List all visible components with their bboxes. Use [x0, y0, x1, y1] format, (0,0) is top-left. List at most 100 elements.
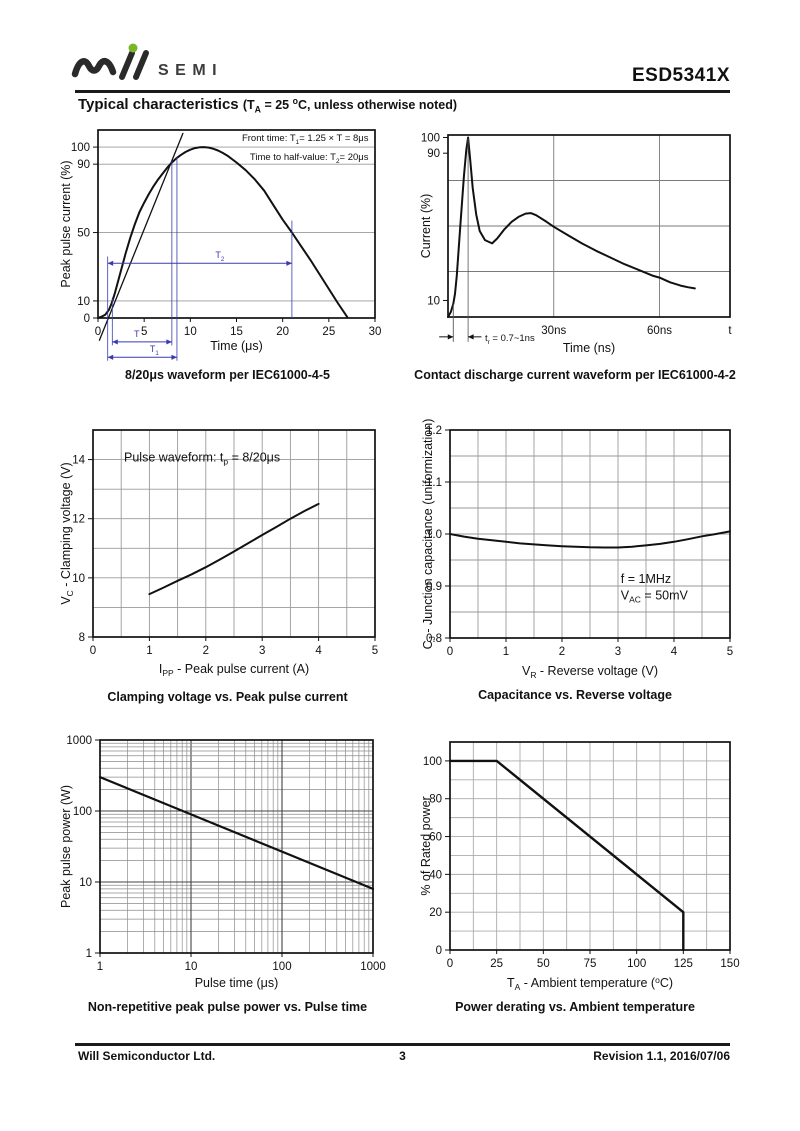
chart-caption: Non-repetitive peak pulse power vs. Puls…	[87, 1000, 368, 1014]
svg-text:10: 10	[77, 296, 90, 308]
svg-text:30: 30	[369, 326, 382, 338]
front-time-tangent	[98, 132, 184, 341]
svg-text:60ns: 60ns	[647, 325, 672, 337]
svg-text:5: 5	[372, 645, 378, 657]
axes-layer: 1 10 100 1000 1 10 100 1000 Pulse time (μs) Peak …	[59, 735, 386, 990]
svg-text:25: 25	[322, 326, 335, 338]
logo-green-dot-icon	[128, 43, 138, 53]
grid-layer	[448, 135, 730, 317]
grid-layer	[98, 146, 375, 302]
svg-text:Time (μs): Time (μs)	[210, 339, 263, 353]
clamping-voltage-curve	[148, 502, 320, 596]
axes-layer: 100 90 10 30ns 60ns t Time (ns) Current (%)	[419, 132, 732, 355]
svg-text:1.0: 1.0	[426, 529, 442, 541]
svg-text:IPP - Peak pulse current (A): IPP - Peak pulse current (A)	[159, 662, 309, 678]
svg-text:15: 15	[230, 326, 243, 338]
discharge-current-waveform	[447, 136, 696, 318]
svg-text:1.1: 1.1	[426, 477, 442, 489]
chart-caption: Capacitance vs. Reverse voltage	[478, 688, 672, 702]
chart-surge-waveform: 0 10 50 90 100 0 5 10 15 20 25 30 Time (μs) Peak puls…	[59, 129, 382, 361]
svg-text:150: 150	[720, 958, 739, 970]
footer-revision: Revision 1.1, 2016/07/06	[593, 1049, 730, 1063]
svg-text:0: 0	[447, 646, 453, 658]
axes-layer: 0 10 50 90 100 0 5 10 15 20 25 30 Time (μs) Peak puls…	[59, 129, 382, 353]
series-layer	[148, 502, 320, 596]
section-heading: Typical characteristics (TA = 25 oC, unl…	[78, 96, 457, 115]
svg-text:3: 3	[259, 645, 265, 657]
figure-derating: 0 20 40 60 80 100 0 25 50 75 100 125 150 TA - Ambient…	[419, 735, 770, 1000]
svg-text:125: 125	[674, 958, 693, 970]
svg-text:0: 0	[90, 645, 96, 657]
svg-text:0.9: 0.9	[426, 581, 442, 593]
svg-text:T: T	[134, 329, 140, 339]
annotation-layer: f = 1MHz VAC = 50mV	[621, 572, 689, 605]
figure-pulse-power: 1 10 100 1000 1 10 100 1000 Pulse time (μs) Peak …	[59, 735, 395, 1000]
logo-slash-icon	[119, 50, 135, 80]
svg-text:2: 2	[559, 646, 565, 658]
svg-text:0: 0	[84, 313, 90, 325]
svg-text:75: 75	[584, 958, 597, 970]
series-layer	[448, 759, 685, 952]
grid-layer	[100, 740, 373, 953]
svg-text:Time (ns): Time (ns)	[563, 341, 615, 355]
svg-text:50: 50	[537, 958, 550, 970]
chart-derating: 0 20 40 60 80 100 0 25 50 75 100 125 150 TA - Ambient…	[419, 741, 740, 992]
svg-text:1000: 1000	[66, 735, 92, 747]
svg-text:Front time: T1= 1.25 × T = 8μs: Front time: T1= 1.25 × T = 8μs	[242, 133, 369, 146]
product-title: ESD5341X	[631, 65, 730, 86]
svg-text:1: 1	[86, 948, 92, 960]
figure-capacitance: 0.8 0.9 1.0 1.1 1.2 0 1 2 3 4 5 VR - Reverse voltag…	[420, 419, 770, 690]
svg-text:1000: 1000	[360, 961, 386, 973]
svg-text:f = 1MHz: f = 1MHz	[621, 572, 671, 586]
chart-caption: Power derating vs. Ambient temperature	[455, 1000, 695, 1014]
svg-text:1: 1	[503, 646, 509, 658]
svg-text:VR - Reverse voltage (V): VR - Reverse voltage (V)	[522, 664, 658, 680]
svg-text:1.2: 1.2	[426, 425, 442, 437]
svg-text:Current (%): Current (%)	[419, 194, 433, 259]
section-heading-condition: (TA = 25 oC, unless otherwise noted)	[242, 96, 458, 115]
svg-text:Pulse waveform: tp = 8/20μs: Pulse waveform: tp = 8/20μs	[124, 451, 280, 467]
derating-line	[448, 759, 685, 952]
svg-text:10: 10	[185, 961, 198, 973]
svg-text:40: 40	[429, 869, 442, 881]
figure-esd-waveform: 100 90 10 30ns 60ns t Time (ns) Current (%) tr =…	[419, 122, 770, 367]
svg-text:100: 100	[423, 756, 442, 768]
svg-text:tr = 0.7~1ns: tr = 0.7~1ns	[485, 333, 535, 346]
svg-text:4: 4	[671, 646, 678, 658]
annotation-layer: tr = 0.7~1ns	[439, 138, 535, 346]
svg-text:60: 60	[429, 832, 442, 844]
footer-company: Will Semiconductor Ltd.	[78, 1049, 216, 1063]
svg-text:10: 10	[427, 295, 440, 307]
series-layer	[449, 530, 731, 549]
svg-text:T1: T1	[150, 344, 160, 357]
svg-text:Pulse time (μs): Pulse time (μs)	[195, 976, 279, 990]
figure-surge-waveform: 0 10 50 90 100 0 5 10 15 20 25 30 Time (μs) Peak puls…	[59, 122, 395, 367]
junction-capacitance-curve	[449, 530, 731, 549]
brand-text: SEMI	[158, 62, 223, 79]
svg-text:25: 25	[490, 958, 503, 970]
footer-page-number: 3	[399, 1049, 406, 1063]
chart-esd-waveform: 100 90 10 30ns 60ns t Time (ns) Current (%) tr =…	[419, 132, 732, 355]
svg-text:12: 12	[72, 514, 85, 526]
svg-text:90: 90	[77, 159, 90, 171]
axes-layer: 0.8 0.9 1.0 1.1 1.2 0 1 2 3 4 5 VR - Reverse voltag…	[421, 419, 733, 680]
series-layer	[98, 776, 375, 890]
svg-text:8: 8	[79, 632, 85, 644]
svg-text:5: 5	[141, 326, 147, 338]
svg-text:T2: T2	[215, 250, 225, 263]
svg-text:100: 100	[627, 958, 646, 970]
svg-text:80: 80	[429, 794, 442, 806]
peak-pulse-power-line	[98, 776, 375, 890]
chart-caption: Clamping voltage vs. Peak pulse current	[107, 690, 348, 704]
svg-text:Peak pulse current (%): Peak pulse current (%)	[59, 160, 73, 287]
svg-text:50: 50	[77, 228, 90, 240]
series-layer	[447, 136, 696, 318]
grid-layer	[450, 430, 730, 638]
series-layer	[97, 132, 349, 341]
grid-layer	[93, 430, 375, 637]
svg-text:3: 3	[615, 646, 621, 658]
svg-text:4: 4	[315, 645, 322, 657]
svg-text:100: 100	[272, 961, 291, 973]
axes-layer: 0 20 40 60 80 100 0 25 50 75 100 125 150 TA - Ambient…	[419, 741, 740, 992]
